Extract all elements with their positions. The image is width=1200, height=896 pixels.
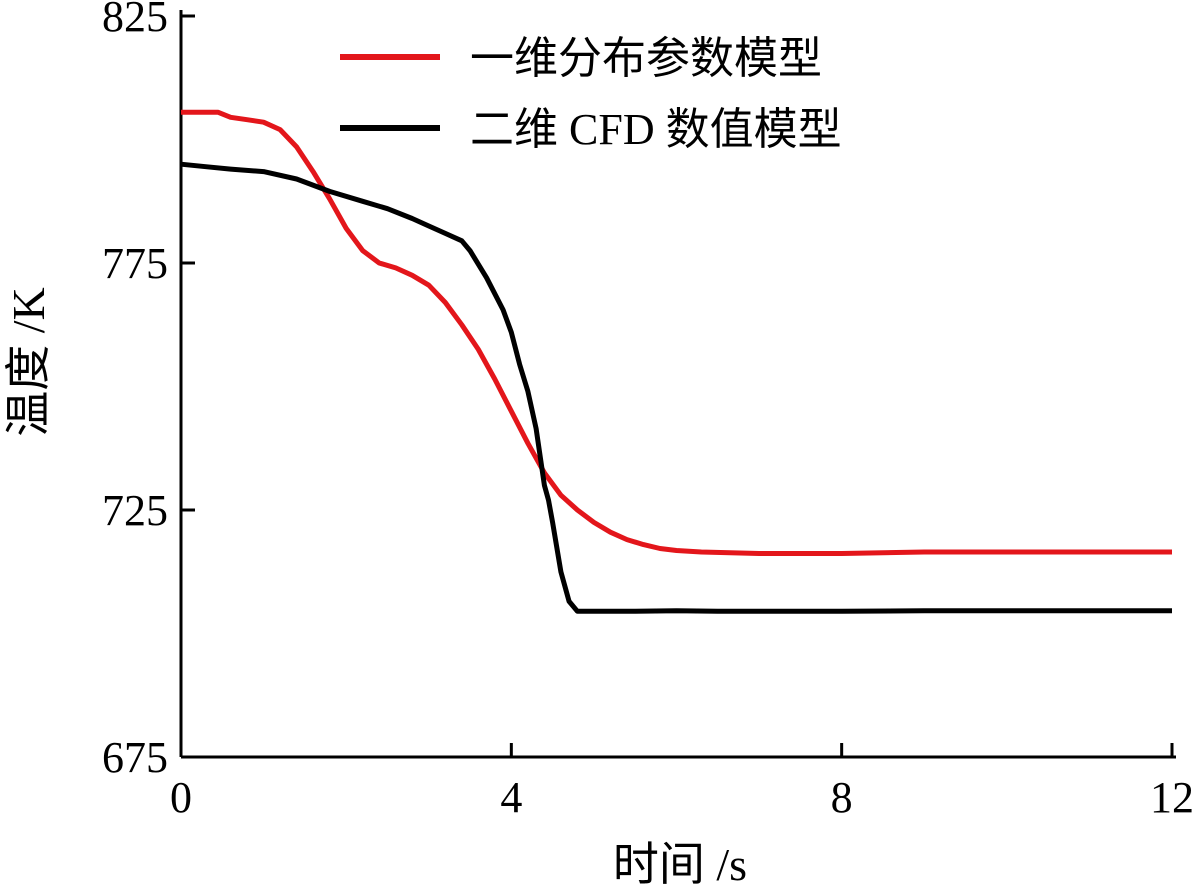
x-tick-label: 0 <box>170 773 192 822</box>
legend: 一维分布参数模型 二维 CFD 数值模型 <box>340 34 842 154</box>
series-layer <box>180 109 1172 614</box>
series-line-0 <box>181 109 1172 556</box>
y-axis-title: 温度 /K <box>3 287 54 437</box>
legend-label-series-1: 二维 CFD 数值模型 <box>470 105 842 154</box>
ticks: 0 4 8 12 675 725 775 825 <box>102 0 1194 822</box>
y-tick-label: 825 <box>102 0 168 41</box>
x-tick-label: 12 <box>1150 773 1194 822</box>
x-tick-label: 8 <box>831 773 853 822</box>
series-line-1 <box>180 161 1172 614</box>
x-axis-title: 时间 /s <box>613 839 747 890</box>
y-tick-label: 725 <box>102 486 168 535</box>
axes <box>179 10 1176 759</box>
y-tick-label: 775 <box>102 239 168 288</box>
legend-label-series-0: 一维分布参数模型 <box>470 34 822 83</box>
y-tick-label: 675 <box>102 733 168 782</box>
x-tick-label: 4 <box>500 773 522 822</box>
